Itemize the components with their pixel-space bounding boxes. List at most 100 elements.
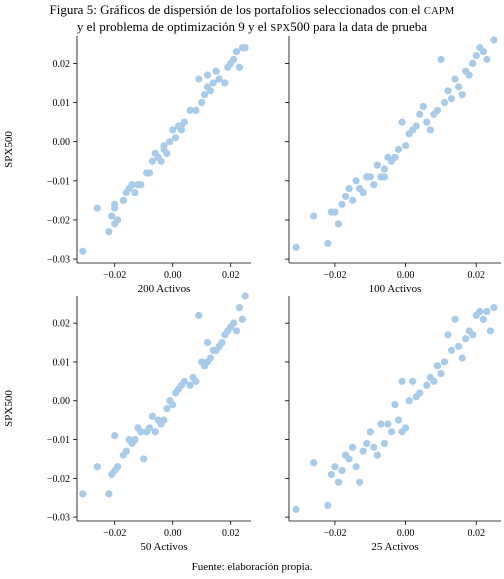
- data-point: [384, 420, 392, 428]
- data-point: [366, 173, 374, 181]
- x-axis-label: 50 Activos: [140, 541, 187, 553]
- data-point: [203, 338, 212, 347]
- y-tick-label: −0.01: [47, 176, 70, 187]
- scatter-panel-4: −0.02 0.00 0.02 25 Activos: [285, 296, 501, 553]
- data-point: [212, 67, 220, 75]
- x-tick-label: 0.00: [164, 528, 182, 539]
- data-point: [469, 59, 477, 67]
- data-point: [380, 439, 388, 448]
- data-point: [334, 478, 343, 486]
- data-point: [151, 428, 159, 436]
- data-point: [331, 208, 339, 216]
- data-point: [447, 346, 456, 354]
- data-point: [387, 428, 396, 436]
- data-point: [458, 354, 466, 362]
- data-point: [423, 381, 431, 389]
- y-tick-label: −0.01: [47, 435, 70, 446]
- caption-line-1: Figura 5: Gráficos de dispersión de los …: [0, 2, 504, 19]
- data-point: [490, 36, 498, 44]
- data-point: [433, 362, 441, 370]
- data-point: [131, 188, 139, 197]
- data-point: [398, 377, 406, 385]
- data-point: [366, 428, 374, 436]
- data-point: [341, 192, 350, 201]
- data-point: [352, 463, 360, 471]
- x-tick-label: 0.02: [222, 528, 240, 539]
- data-point: [416, 110, 424, 118]
- data-point: [203, 71, 212, 79]
- data-point: [412, 122, 420, 130]
- x-tick-label: −0.02: [323, 270, 346, 281]
- y-axis-label: SPX500: [3, 131, 15, 168]
- data-point: [79, 247, 87, 255]
- x-tick-label: −0.02: [103, 270, 126, 281]
- data-point: [451, 315, 459, 323]
- data-point: [416, 389, 424, 397]
- data-point: [232, 327, 241, 335]
- data-point: [169, 401, 177, 409]
- data-point: [131, 435, 139, 444]
- data-point: [218, 338, 226, 347]
- data-point: [419, 102, 427, 111]
- data-point: [423, 118, 431, 126]
- data-point: [430, 377, 438, 385]
- y-tick-label: 0.02: [53, 59, 71, 70]
- x-axis-label: 25 Activos: [371, 541, 418, 553]
- x-tick-label: 0.02: [468, 528, 486, 539]
- y-tick-label: −0.02: [47, 215, 70, 226]
- data-point: [108, 212, 116, 220]
- data-point: [206, 354, 214, 362]
- data-point: [195, 311, 203, 319]
- data-point: [373, 451, 381, 459]
- caption-line-1-text: Figura 5: Gráficos de dispersión de los …: [49, 2, 421, 17]
- data-point: [476, 307, 484, 316]
- data-point: [195, 75, 203, 83]
- y-tick-label: −0.02: [47, 474, 70, 485]
- data-point: [79, 490, 87, 498]
- data-point: [192, 377, 200, 385]
- y-tick-label: −0.03: [47, 255, 70, 266]
- data-point: [137, 428, 145, 436]
- data-point: [331, 463, 339, 471]
- data-point: [352, 177, 360, 185]
- data-point: [166, 138, 174, 146]
- data-point: [292, 243, 300, 251]
- data-point: [192, 106, 200, 114]
- data-point: [465, 71, 473, 79]
- data-point: [186, 381, 194, 389]
- data-point: [230, 55, 238, 64]
- y-tick-label: 0.00: [53, 396, 71, 407]
- data-point: [338, 200, 346, 208]
- data-point: [345, 185, 353, 193]
- data-point: [398, 428, 406, 436]
- data-point: [140, 455, 148, 463]
- data-point: [373, 161, 381, 169]
- scatter-panel-3: −0.03 −0.02 −0.01 0.00 0.01 0.02 −0.02 0.00 0.02…: [3, 292, 251, 553]
- data-point: [111, 204, 119, 212]
- data-point: [310, 459, 318, 467]
- data-point: [238, 315, 246, 323]
- caption-line-2: y el problema de optimización 9 y el SPX…: [0, 19, 504, 36]
- y-tick-label: 0.01: [53, 98, 71, 109]
- data-point: [433, 106, 441, 114]
- x-axis-label: 200 Activos: [138, 283, 191, 295]
- data-point: [486, 327, 494, 335]
- data-point: [241, 292, 249, 300]
- data-point: [324, 239, 332, 248]
- caption-line-2-text-b: 500 para la data de prueba: [290, 19, 428, 34]
- data-point: [437, 369, 445, 378]
- data-point: [405, 397, 413, 405]
- data-point: [391, 401, 399, 409]
- y-tick-label: −0.03: [47, 513, 70, 524]
- data-point: [359, 447, 367, 455]
- data-point: [163, 149, 171, 158]
- scatter-panel-1: −0.03 −0.02 −0.01 0.00 0.01 0.02 −0.02 0.00 0.02…: [3, 36, 251, 295]
- figure-source: Fuente: elaboración propia.: [191, 561, 313, 573]
- data-point: [409, 377, 417, 385]
- scatter-panel-2: −0.02 0.00 0.02 100 Activos: [285, 36, 501, 295]
- data-point: [440, 358, 449, 366]
- data-point: [145, 169, 154, 177]
- x-tick-label: 0.00: [397, 270, 415, 281]
- x-tick-label: −0.02: [323, 528, 346, 539]
